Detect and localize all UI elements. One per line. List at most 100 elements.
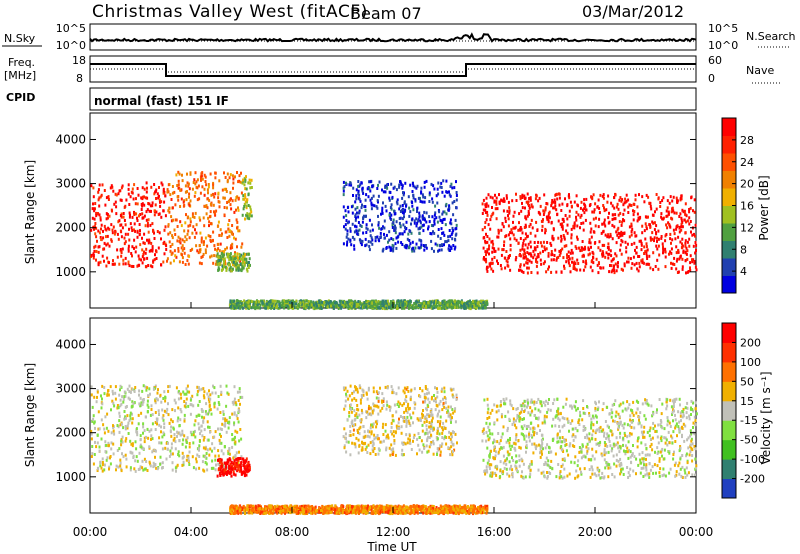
heatmap-cell bbox=[679, 197, 682, 201]
heatmap-cell bbox=[597, 246, 600, 250]
heatmap-cell bbox=[214, 247, 217, 251]
heatmap-cell bbox=[268, 302, 271, 306]
heatmap-cell bbox=[194, 182, 197, 186]
heatmap-cell bbox=[228, 458, 231, 462]
heatmap-cell bbox=[179, 418, 182, 422]
heatmap-cell bbox=[643, 245, 646, 249]
heatmap-cell bbox=[547, 220, 550, 224]
heatmap-cell bbox=[144, 385, 147, 389]
heatmap-cell bbox=[413, 221, 416, 225]
heatmap-cell bbox=[122, 426, 125, 430]
heatmap-cell bbox=[563, 235, 566, 239]
heatmap-cell bbox=[208, 453, 211, 457]
heatmap-cell bbox=[439, 185, 442, 189]
heatmap-cell bbox=[369, 198, 372, 202]
heatmap-cell bbox=[688, 210, 691, 214]
heatmap-cell bbox=[497, 235, 500, 239]
heatmap-cell bbox=[120, 254, 123, 258]
heatmap-cell bbox=[206, 448, 209, 452]
heatmap-cell bbox=[131, 442, 134, 446]
heatmap-cell bbox=[244, 253, 247, 257]
heatmap-cell bbox=[392, 249, 395, 253]
heatmap-cell bbox=[249, 212, 251, 216]
heatmap-cell bbox=[200, 408, 203, 411]
heatmap-cell bbox=[129, 417, 132, 421]
heatmap-cell bbox=[133, 401, 136, 405]
heatmap-cell bbox=[124, 405, 127, 409]
heatmap-cell bbox=[121, 395, 124, 399]
heatmap-cell bbox=[351, 235, 354, 239]
heatmap-cell bbox=[163, 390, 166, 394]
heatmap-cell bbox=[591, 210, 594, 214]
heatmap-cell bbox=[491, 239, 494, 243]
heatmap-cell bbox=[377, 306, 380, 310]
heatmap-cell bbox=[208, 410, 210, 414]
heatmap-cell bbox=[379, 231, 382, 235]
heatmap-cell bbox=[345, 214, 348, 218]
heatmap-cell bbox=[310, 303, 313, 307]
heatmap-cell bbox=[112, 401, 115, 405]
heatmap-cell bbox=[204, 251, 207, 255]
heatmap-cell bbox=[219, 473, 222, 477]
heatmap-cell bbox=[625, 199, 628, 203]
heatmap-cell bbox=[644, 250, 647, 254]
heatmap-cell bbox=[213, 435, 216, 439]
heatmap-cell bbox=[217, 259, 220, 263]
heatmap-cell bbox=[228, 447, 231, 450]
heatmap-cell bbox=[107, 429, 110, 433]
heatmap-cell bbox=[485, 301, 488, 305]
heatmap-cell bbox=[135, 430, 138, 434]
heatmap-cell bbox=[443, 210, 446, 214]
heatmap-cell bbox=[218, 441, 221, 445]
heatmap-cell bbox=[486, 235, 489, 238]
heatmap-cell bbox=[150, 434, 153, 438]
heatmap-cell bbox=[291, 306, 294, 310]
heatmap-cell bbox=[115, 193, 118, 197]
heatmap-cell bbox=[607, 245, 610, 249]
heatmap-cell bbox=[542, 262, 545, 266]
heatmap-cell bbox=[694, 223, 697, 227]
heatmap-cell bbox=[409, 230, 412, 233]
heatmap-cell bbox=[287, 299, 290, 303]
heatmap-cell bbox=[582, 208, 584, 212]
heatmap-cell bbox=[618, 198, 621, 202]
heatmap-cell bbox=[592, 217, 595, 221]
heatmap-cell bbox=[453, 300, 456, 304]
heatmap-cell bbox=[135, 245, 138, 249]
heatmap-cell bbox=[636, 267, 639, 271]
heatmap-cell bbox=[186, 181, 189, 185]
heatmap-cell bbox=[205, 204, 208, 208]
heatmap-cell bbox=[227, 227, 230, 231]
heatmap-cell bbox=[484, 305, 486, 309]
nsearch-label: N.Search bbox=[746, 30, 796, 43]
heatmap-cell bbox=[536, 271, 539, 275]
heatmap-cell bbox=[264, 306, 267, 310]
heatmap-cell bbox=[217, 449, 220, 453]
heatmap-cell bbox=[97, 190, 100, 194]
heatmap-cell bbox=[560, 225, 563, 229]
heatmap-cell bbox=[274, 299, 277, 303]
heatmap-cell bbox=[192, 225, 195, 229]
heatmap-cell bbox=[244, 187, 247, 191]
heatmap-cell bbox=[141, 389, 144, 393]
heatmap-cell bbox=[404, 208, 407, 212]
heatmap-cell bbox=[305, 299, 308, 303]
heatmap-cell bbox=[532, 249, 535, 253]
heatmap-cell bbox=[127, 432, 130, 435]
heatmap-cell bbox=[385, 306, 388, 310]
heatmap-cell bbox=[417, 219, 420, 223]
heatmap-cell bbox=[96, 469, 99, 472]
heatmap-cell bbox=[235, 414, 238, 418]
heatmap-cell bbox=[245, 187, 248, 191]
heatmap-cell bbox=[513, 210, 516, 214]
heatmap-cell bbox=[217, 191, 220, 195]
heatmap-cell bbox=[367, 304, 370, 308]
heatmap-cell bbox=[203, 436, 206, 439]
heatmap-cell bbox=[675, 245, 678, 249]
heatmap-cell bbox=[246, 216, 249, 220]
heatmap-cell bbox=[96, 441, 99, 445]
heatmap-cell bbox=[195, 460, 198, 464]
heatmap-cell bbox=[90, 184, 93, 188]
heatmap-cell bbox=[542, 218, 544, 222]
heatmap-cell bbox=[521, 201, 523, 205]
